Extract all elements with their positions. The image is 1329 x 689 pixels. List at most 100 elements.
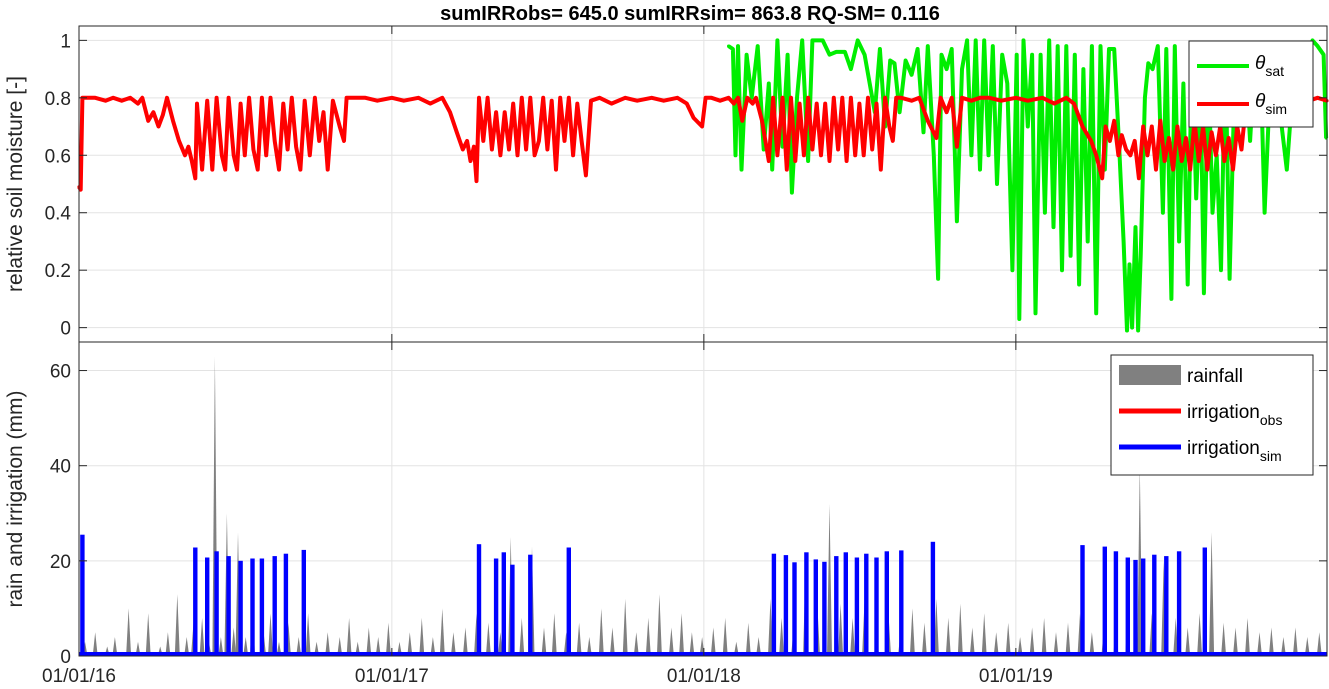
series-point-θsat-17	[806, 159, 810, 163]
series-point-θsim-106	[700, 124, 704, 129]
bar-irrigation_sim-6	[250, 558, 255, 656]
series-point-θsim-24	[210, 168, 214, 172]
series-point-θsim-125	[798, 102, 802, 106]
bar-irrigation_sim-3	[214, 551, 219, 656]
series-point-θsim-60	[416, 96, 420, 100]
series-point-θsat-100	[1194, 196, 1198, 200]
series-point-θsim-176	[1116, 153, 1120, 157]
series-point-θsim-65	[461, 147, 465, 152]
series-point-θsim-170	[1089, 139, 1093, 143]
bar-rainfall-29	[337, 637, 343, 656]
bar-rainfall-33	[375, 637, 381, 656]
series-point-θsim-127	[806, 96, 810, 100]
series-point-θsim-120	[775, 153, 780, 157]
series-point-θsim-16	[177, 139, 181, 143]
series-point-θsim-189	[1171, 168, 1175, 172]
y-tick-label-3: 0.6	[45, 146, 71, 167]
series-point-θsat-91	[1156, 44, 1160, 48]
rain-irrigation-panel: 0 20 40 60 01/01/16 01/01/17 01/01/18 01/01/19…	[4, 341, 1328, 687]
rain-irrigation-y-axis-label: rain and irrigation (mm)	[4, 390, 27, 607]
series-point-θsim-118	[767, 159, 771, 163]
bar-rainfall-1	[92, 632, 98, 656]
series-point-θsim-32	[243, 153, 247, 157]
series-point-θsim-183	[1145, 153, 1150, 157]
series-point-θsim-195	[1197, 159, 1201, 163]
bar-rainfall-9	[174, 594, 180, 656]
x-tick-label-3: 01/01/19	[979, 666, 1053, 687]
bar-rainfall-107	[1233, 627, 1238, 656]
y-tick-label-1: 20	[50, 552, 71, 573]
series-point-θsim-20	[193, 176, 197, 180]
bar-rainfall-69	[779, 617, 785, 656]
series-point-θsim-202	[1227, 136, 1231, 140]
bar-rainfall-58	[656, 594, 662, 656]
bar-rainfall-49	[551, 613, 557, 656]
series-point-θsim-171	[1094, 153, 1098, 157]
soil-moisture-legend: θsat θsim	[1188, 40, 1314, 128]
rain-irrigation-series	[79, 356, 1327, 656]
series-point-θsim-121	[780, 96, 785, 100]
y-tick-label-4: 0.8	[45, 89, 71, 110]
series-point-θsim-159	[969, 99, 974, 103]
series-point-θsat-66	[1056, 44, 1060, 48]
series-point-θsim-11	[151, 110, 155, 114]
series-point-θsim-130	[819, 153, 823, 157]
series-point-θsat-3	[736, 44, 740, 48]
series-point-θsat-21	[834, 50, 838, 54]
series-point-θsat-104	[1210, 211, 1215, 215]
series-point-θsat-98	[1186, 282, 1190, 287]
series-point-θsat-20	[827, 53, 832, 57]
series-point-θsim-46	[303, 99, 307, 103]
bar-rainfall-113	[1304, 637, 1310, 656]
bar-rainfall-86	[981, 613, 987, 656]
series-point-θsim-95	[584, 173, 588, 177]
series-point-θsim-132	[827, 159, 832, 163]
legend-box	[1188, 40, 1314, 128]
series-point-θsim-98	[609, 102, 614, 106]
series-point-θsim-12	[156, 124, 161, 129]
series-point-θsim-64	[455, 130, 459, 134]
series-point-θsat-87	[1139, 254, 1143, 258]
series-point-θsim-122	[785, 168, 789, 172]
series-point-θsat-0	[727, 44, 731, 48]
series-point-θsim-42	[286, 147, 290, 152]
x-tick-label-1: 01/01/17	[355, 666, 429, 687]
series-point-θsim-94	[580, 139, 584, 143]
x-tick-label-0: 01/01/16	[42, 666, 116, 687]
series-point-θsim-162	[999, 99, 1003, 103]
bar-irrigation_sim-16	[566, 547, 571, 656]
series-point-θsim-10	[146, 119, 150, 123]
series-point-θsat-83	[1127, 262, 1132, 266]
bar-irrigation_sim-25	[854, 557, 860, 656]
series-point-θsim-50	[321, 110, 326, 114]
series-point-θsim-164	[1026, 99, 1030, 103]
series-point-θsim-165	[1040, 96, 1044, 100]
legend-label-θsat: θsat	[1255, 53, 1284, 79]
series-point-θsim-201	[1222, 159, 1226, 163]
series-point-θsim-52	[331, 99, 335, 103]
bar-rainfall-22	[268, 613, 273, 656]
series-point-θsim-145	[883, 96, 887, 100]
series-point-θsim-49	[317, 139, 321, 143]
series-point-θsat-92	[1161, 211, 1165, 215]
bar-rainfall-91	[1041, 617, 1047, 656]
series-point-θsim-26	[220, 153, 224, 157]
series-point-θsat-39	[936, 277, 940, 281]
series-point-θsat-59	[1026, 124, 1030, 129]
bar-rainfall-10	[184, 637, 190, 656]
series-point-θsim-71	[481, 139, 485, 143]
y-tick-label-0: 0	[60, 319, 71, 340]
series-point-θsim-84	[537, 139, 541, 143]
series-point-θsim-198	[1210, 130, 1214, 134]
legend-label-irrigation_sim: irrigationsim	[1187, 438, 1282, 464]
series-point-θsim-100	[635, 99, 639, 103]
series-point-θsat-56	[1015, 53, 1019, 57]
series-point-θsat-46	[969, 153, 974, 157]
series-point-θsat-78	[1107, 47, 1111, 51]
y-tick-label-5: 1	[60, 31, 71, 52]
series-point-θsat-76	[1098, 44, 1103, 48]
series-point-θsim-85	[541, 96, 545, 100]
bar-rainfall-111	[1280, 637, 1286, 656]
soil-moisture-y-ticks: 0 0.2 0.4 0.6 0.8 1	[45, 26, 1327, 342]
